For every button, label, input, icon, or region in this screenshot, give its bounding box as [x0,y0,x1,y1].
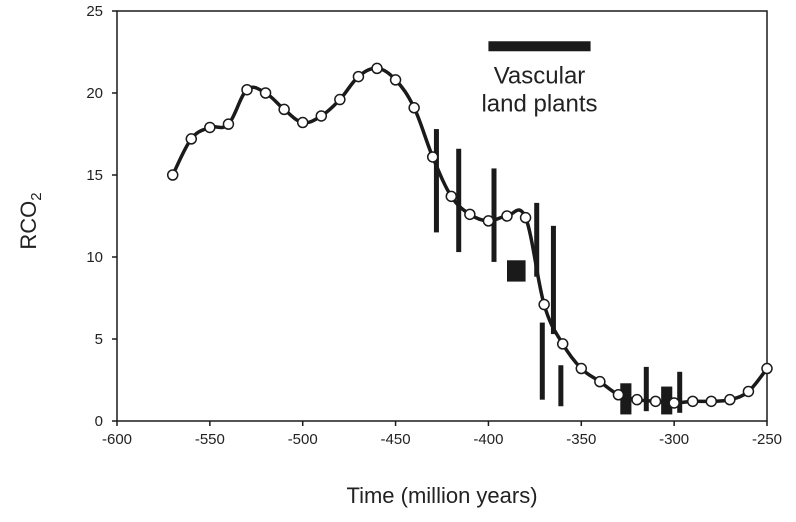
data-point [296,116,309,129]
y-tick-label: 10 [86,249,103,266]
data-point [315,110,328,122]
proxy-range-bar [643,366,649,412]
y-axis-title-main: RCO [16,201,41,250]
data-point [166,169,179,181]
series [166,62,773,409]
data-point [724,393,736,406]
data-point [556,338,569,350]
data-point [389,74,402,86]
rco2-line [171,66,769,405]
data-point [631,393,643,406]
vascular-plants-bar [488,41,591,52]
data-point [464,208,476,221]
proxy-data [433,129,683,415]
data-point [445,190,458,203]
data-point [501,210,513,222]
x-tick-label: -350 [566,431,596,448]
x-tick-label: -250 [752,431,782,448]
proxy-range-bar [534,202,540,277]
data-point [352,70,365,83]
axes [116,10,768,422]
y-tick-label: 15 [86,167,103,184]
data-point [686,395,699,408]
data-point [241,83,253,96]
x-tick-label: -500 [288,431,318,448]
x-tick-label: -600 [102,431,132,448]
y-tick-label: 20 [86,85,103,102]
data-point [408,102,420,114]
data-point [612,389,625,401]
data-point [278,103,290,116]
data-point [334,93,346,106]
x-tick-label: -300 [659,431,689,448]
y-tick-label: 0 [95,413,103,430]
proxy-range-bar [433,129,439,233]
vascular-plants-label: Vascular [494,62,586,89]
x-tick-label: -550 [195,431,225,448]
data-point [761,362,773,375]
x-axis-title: Time (million years) [346,483,537,508]
data-point [482,215,495,227]
data-point [649,395,662,408]
proxy-range-bar [677,371,683,413]
x-tick-label: -450 [381,431,411,448]
plot-frame [116,10,768,422]
proxy-range-bar [456,148,462,253]
y-tick-label: 25 [86,3,103,20]
data-point [204,121,216,134]
proxy-range-bar [491,168,497,262]
data-point [426,151,439,163]
proxy-range-bar [558,365,564,407]
ticks: -600 -550 -500 -450 -400 -350 -300 -250 0 5 10 15 20… [86,3,782,448]
data-point [185,133,198,145]
data-point [222,118,235,130]
data-point [538,298,550,311]
vascular-plants-label: land plants [481,90,597,117]
proxy-range-bar [539,322,545,400]
data-point [371,62,383,75]
data-point [594,375,606,388]
proxy-range-bar [550,225,556,335]
x-tick-label: -400 [473,431,503,448]
data-point [259,87,272,99]
y-tick-label: 5 [95,331,103,348]
data-point [742,385,755,398]
proxy-box [507,260,526,282]
proxy-box [661,386,673,415]
data-point [705,395,718,408]
y-axis-title-subscript: 2 [28,192,45,200]
data-point [519,211,532,224]
data-point [668,397,680,409]
y-axis-title: RCO2 [16,192,45,249]
data-point [575,362,588,375]
